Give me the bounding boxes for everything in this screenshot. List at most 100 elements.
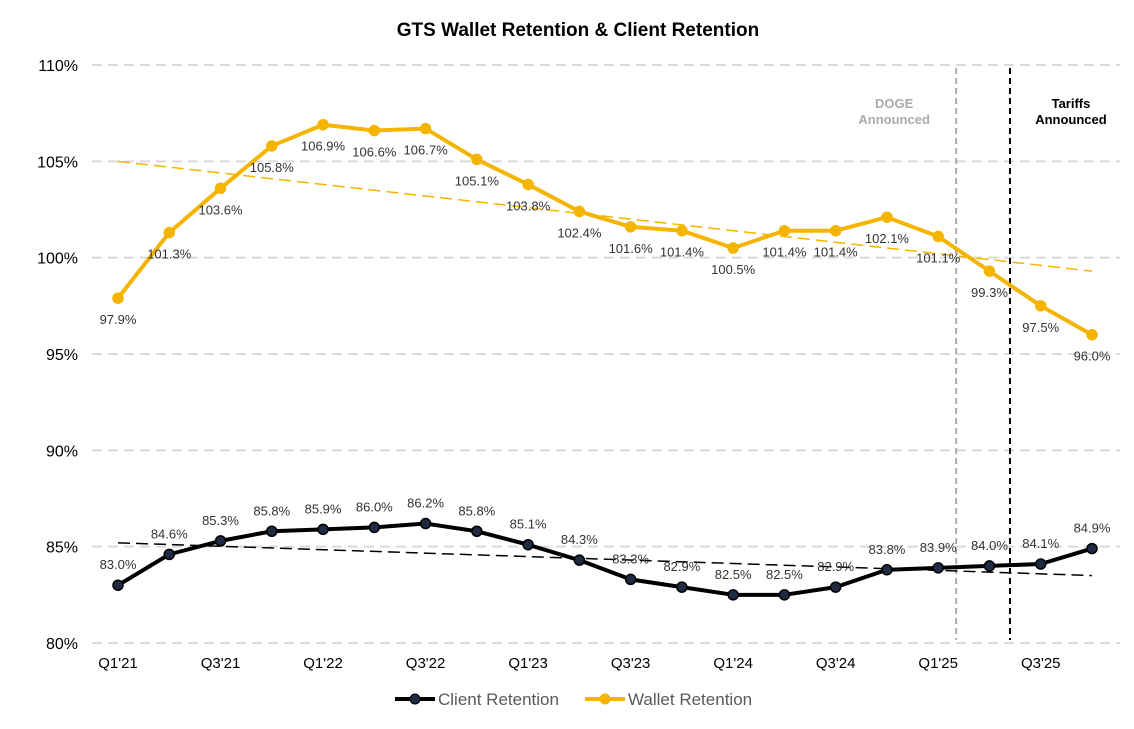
data-point — [983, 265, 996, 277]
data-label: 82.9% — [663, 559, 700, 574]
data-point — [1086, 328, 1098, 341]
annotation-label: Tariffs — [1052, 96, 1091, 111]
x-tick-label: Q3'22 — [406, 655, 446, 672]
data-label: 102.1% — [865, 231, 910, 246]
data-point — [778, 589, 791, 601]
data-point — [266, 140, 278, 152]
data-label: 106.9% — [301, 139, 346, 154]
x-tick-label: Q1'22 — [303, 655, 343, 672]
data-label: 84.0% — [971, 538, 1008, 553]
legend-marker — [409, 693, 421, 705]
data-point — [163, 226, 176, 239]
annotation-label: Announced — [1035, 112, 1107, 127]
data-label: 84.6% — [151, 526, 188, 541]
data-label: 83.9% — [920, 540, 957, 555]
data-label: 101.4% — [814, 245, 859, 260]
data-point — [522, 178, 534, 191]
data-point — [829, 224, 842, 237]
chart-title: GTS Wallet Retention & Client Retention — [397, 20, 759, 41]
data-point — [522, 538, 534, 551]
data-point — [419, 517, 432, 530]
data-point — [266, 525, 278, 538]
data-point — [676, 581, 688, 593]
data-point — [368, 521, 381, 534]
data-point — [573, 554, 586, 566]
data-label: 83.3% — [612, 551, 649, 566]
data-point — [983, 560, 996, 572]
annotation-label: DOGE — [875, 96, 914, 111]
legend-label: Client Retention — [438, 690, 559, 709]
x-tick-label: Q3'25 — [1021, 655, 1061, 672]
data-label: 85.8% — [458, 503, 495, 518]
data-label: 101.3% — [147, 247, 192, 262]
data-point — [932, 562, 944, 574]
data-point — [727, 242, 739, 254]
x-tick-label: Q3'23 — [611, 655, 651, 672]
data-point — [778, 224, 791, 237]
x-tick-label: Q3'24 — [816, 655, 856, 672]
data-label: 101.4% — [762, 245, 807, 260]
data-point — [881, 211, 893, 223]
data-label: 83.0% — [100, 557, 137, 572]
data-label: 82.5% — [715, 567, 752, 582]
data-label: 84.9% — [1074, 521, 1111, 536]
data-point — [471, 153, 483, 166]
data-point — [419, 122, 432, 135]
data-label: 105.1% — [455, 173, 500, 188]
data-label: 85.1% — [510, 517, 547, 532]
data-label: 83.8% — [869, 542, 906, 557]
data-label: 105.8% — [250, 160, 295, 175]
x-tick-label: Q1'21 — [98, 655, 138, 672]
data-point — [368, 124, 381, 137]
x-tick-label: Q1'23 — [508, 655, 548, 672]
data-point — [727, 589, 739, 601]
data-point — [163, 548, 176, 561]
trendline — [117, 160, 1093, 272]
data-label: 86.2% — [407, 496, 444, 511]
series-line — [116, 122, 1093, 337]
data-label: 103.6% — [198, 202, 243, 217]
series-line — [116, 521, 1093, 597]
x-tick-label: Q1'24 — [713, 655, 753, 672]
data-label: 100.5% — [711, 262, 756, 277]
data-label: 101.6% — [609, 241, 654, 256]
data-label: 106.7% — [404, 143, 449, 158]
data-point — [881, 564, 893, 576]
data-label: 82.9% — [817, 559, 854, 574]
legend-marker — [599, 693, 611, 705]
data-point — [214, 535, 227, 547]
x-tick-label: Q3'21 — [201, 655, 241, 672]
data-label: 97.9% — [100, 312, 137, 327]
data-point — [624, 573, 637, 586]
data-point — [112, 292, 124, 304]
data-label: 103.8% — [506, 198, 551, 213]
y-tick-label: 95% — [46, 347, 78, 364]
data-label: 101.4% — [660, 245, 705, 260]
data-label: 82.5% — [766, 567, 803, 582]
annotation-label: Announced — [858, 112, 930, 127]
y-tick-label: 105% — [37, 154, 78, 171]
data-label: 85.3% — [202, 513, 239, 528]
data-label: 85.9% — [305, 501, 342, 516]
y-tick-label: 80% — [46, 636, 78, 653]
data-point — [471, 525, 483, 538]
data-point — [112, 579, 124, 591]
data-label: 106.6% — [352, 145, 397, 160]
data-label: 85.8% — [253, 503, 290, 518]
data-label: 84.1% — [1022, 536, 1059, 551]
data-point — [573, 205, 586, 218]
data-point — [1034, 300, 1047, 312]
data-label: 84.3% — [561, 532, 598, 547]
y-tick-label: 90% — [46, 443, 78, 460]
data-label: 86.0% — [356, 499, 393, 514]
data-label: 97.5% — [1022, 320, 1059, 335]
data-label: 96.0% — [1074, 349, 1111, 364]
data-label: 101.1% — [916, 250, 961, 265]
data-point — [1034, 558, 1047, 570]
data-point — [214, 182, 227, 195]
y-tick-label: 110% — [38, 58, 78, 75]
y-tick-label: 100% — [37, 251, 78, 268]
data-label: 99.3% — [971, 285, 1008, 300]
data-point — [317, 118, 329, 131]
